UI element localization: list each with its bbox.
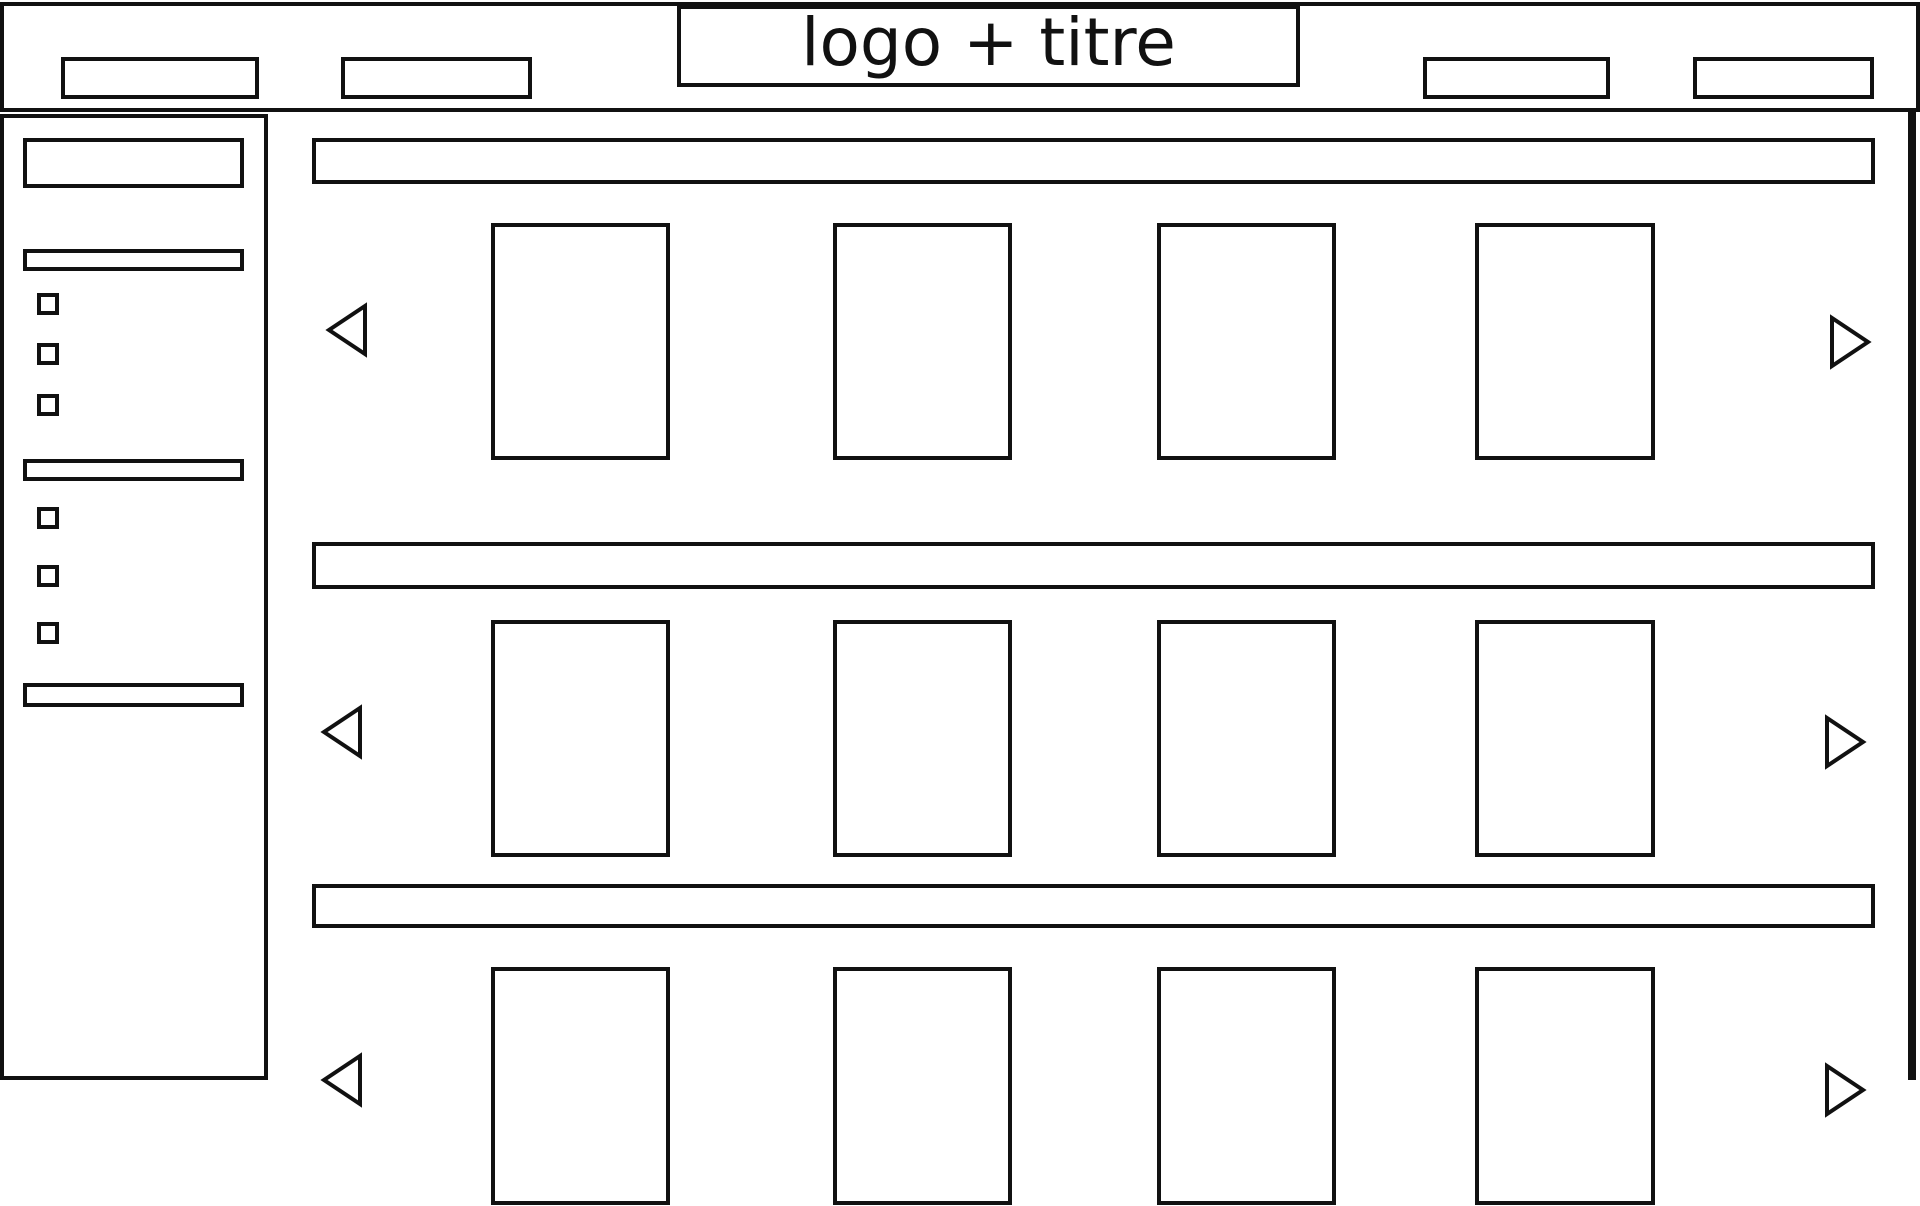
sidebar-section-header-1[interactable] (23, 249, 244, 271)
header-nav-button-3[interactable] (1423, 57, 1610, 99)
carousel-2-item-1[interactable] (491, 620, 670, 857)
triangle-left-icon (320, 704, 362, 760)
triangle-right-icon (1825, 1062, 1867, 1118)
triangle-right-icon (1825, 714, 1867, 770)
carousel-2-item-2[interactable] (833, 620, 1012, 857)
sidebar-checkbox-6[interactable] (37, 622, 59, 644)
header-nav-button-1[interactable] (61, 57, 259, 99)
carousel-2-item-3[interactable] (1157, 620, 1336, 857)
sidebar (0, 114, 268, 1080)
carousel-3-next-button[interactable] (1823, 1062, 1867, 1118)
carousel-3-item-2[interactable] (833, 967, 1012, 1205)
carousel-2-prev-button[interactable] (320, 704, 364, 760)
carousel-2-header-bar (312, 542, 1875, 589)
carousel-1-item-4[interactable] (1475, 223, 1655, 460)
carousel-3-item-1[interactable] (491, 967, 670, 1205)
sidebar-section-header-3[interactable] (23, 683, 244, 707)
carousel-1-item-1[interactable] (491, 223, 670, 460)
header-nav-button-2[interactable] (341, 57, 532, 99)
page-title: logo + titre (801, 4, 1176, 81)
carousel-1-item-2[interactable] (833, 223, 1012, 460)
sidebar-section-header-2[interactable] (23, 459, 244, 481)
triangle-left-icon (320, 1052, 362, 1108)
carousel-1-prev-button[interactable] (325, 302, 369, 358)
right-edge-divider (1908, 112, 1916, 1080)
sidebar-checkbox-5[interactable] (37, 565, 59, 587)
triangle-right-icon (1830, 314, 1872, 370)
carousel-2-next-button[interactable] (1823, 714, 1867, 770)
sidebar-checkbox-4[interactable] (37, 507, 59, 529)
carousel-3-item-3[interactable] (1157, 967, 1336, 1205)
sidebar-search-input[interactable] (23, 138, 244, 188)
carousel-3-header-bar (312, 884, 1875, 928)
carousel-1-next-button[interactable] (1828, 314, 1872, 370)
carousel-2-item-4[interactable] (1475, 620, 1655, 857)
sidebar-checkbox-3[interactable] (37, 394, 59, 416)
sidebar-checkbox-1[interactable] (37, 293, 59, 315)
carousel-1-header-bar (312, 138, 1875, 184)
header-nav-button-4[interactable] (1693, 57, 1874, 99)
carousel-3-prev-button[interactable] (320, 1052, 364, 1108)
carousel-3-item-4[interactable] (1475, 967, 1655, 1205)
logo-title-box[interactable]: logo + titre (677, 5, 1300, 87)
sidebar-checkbox-2[interactable] (37, 343, 59, 365)
carousel-1-item-3[interactable] (1157, 223, 1336, 460)
triangle-left-icon (325, 302, 367, 358)
